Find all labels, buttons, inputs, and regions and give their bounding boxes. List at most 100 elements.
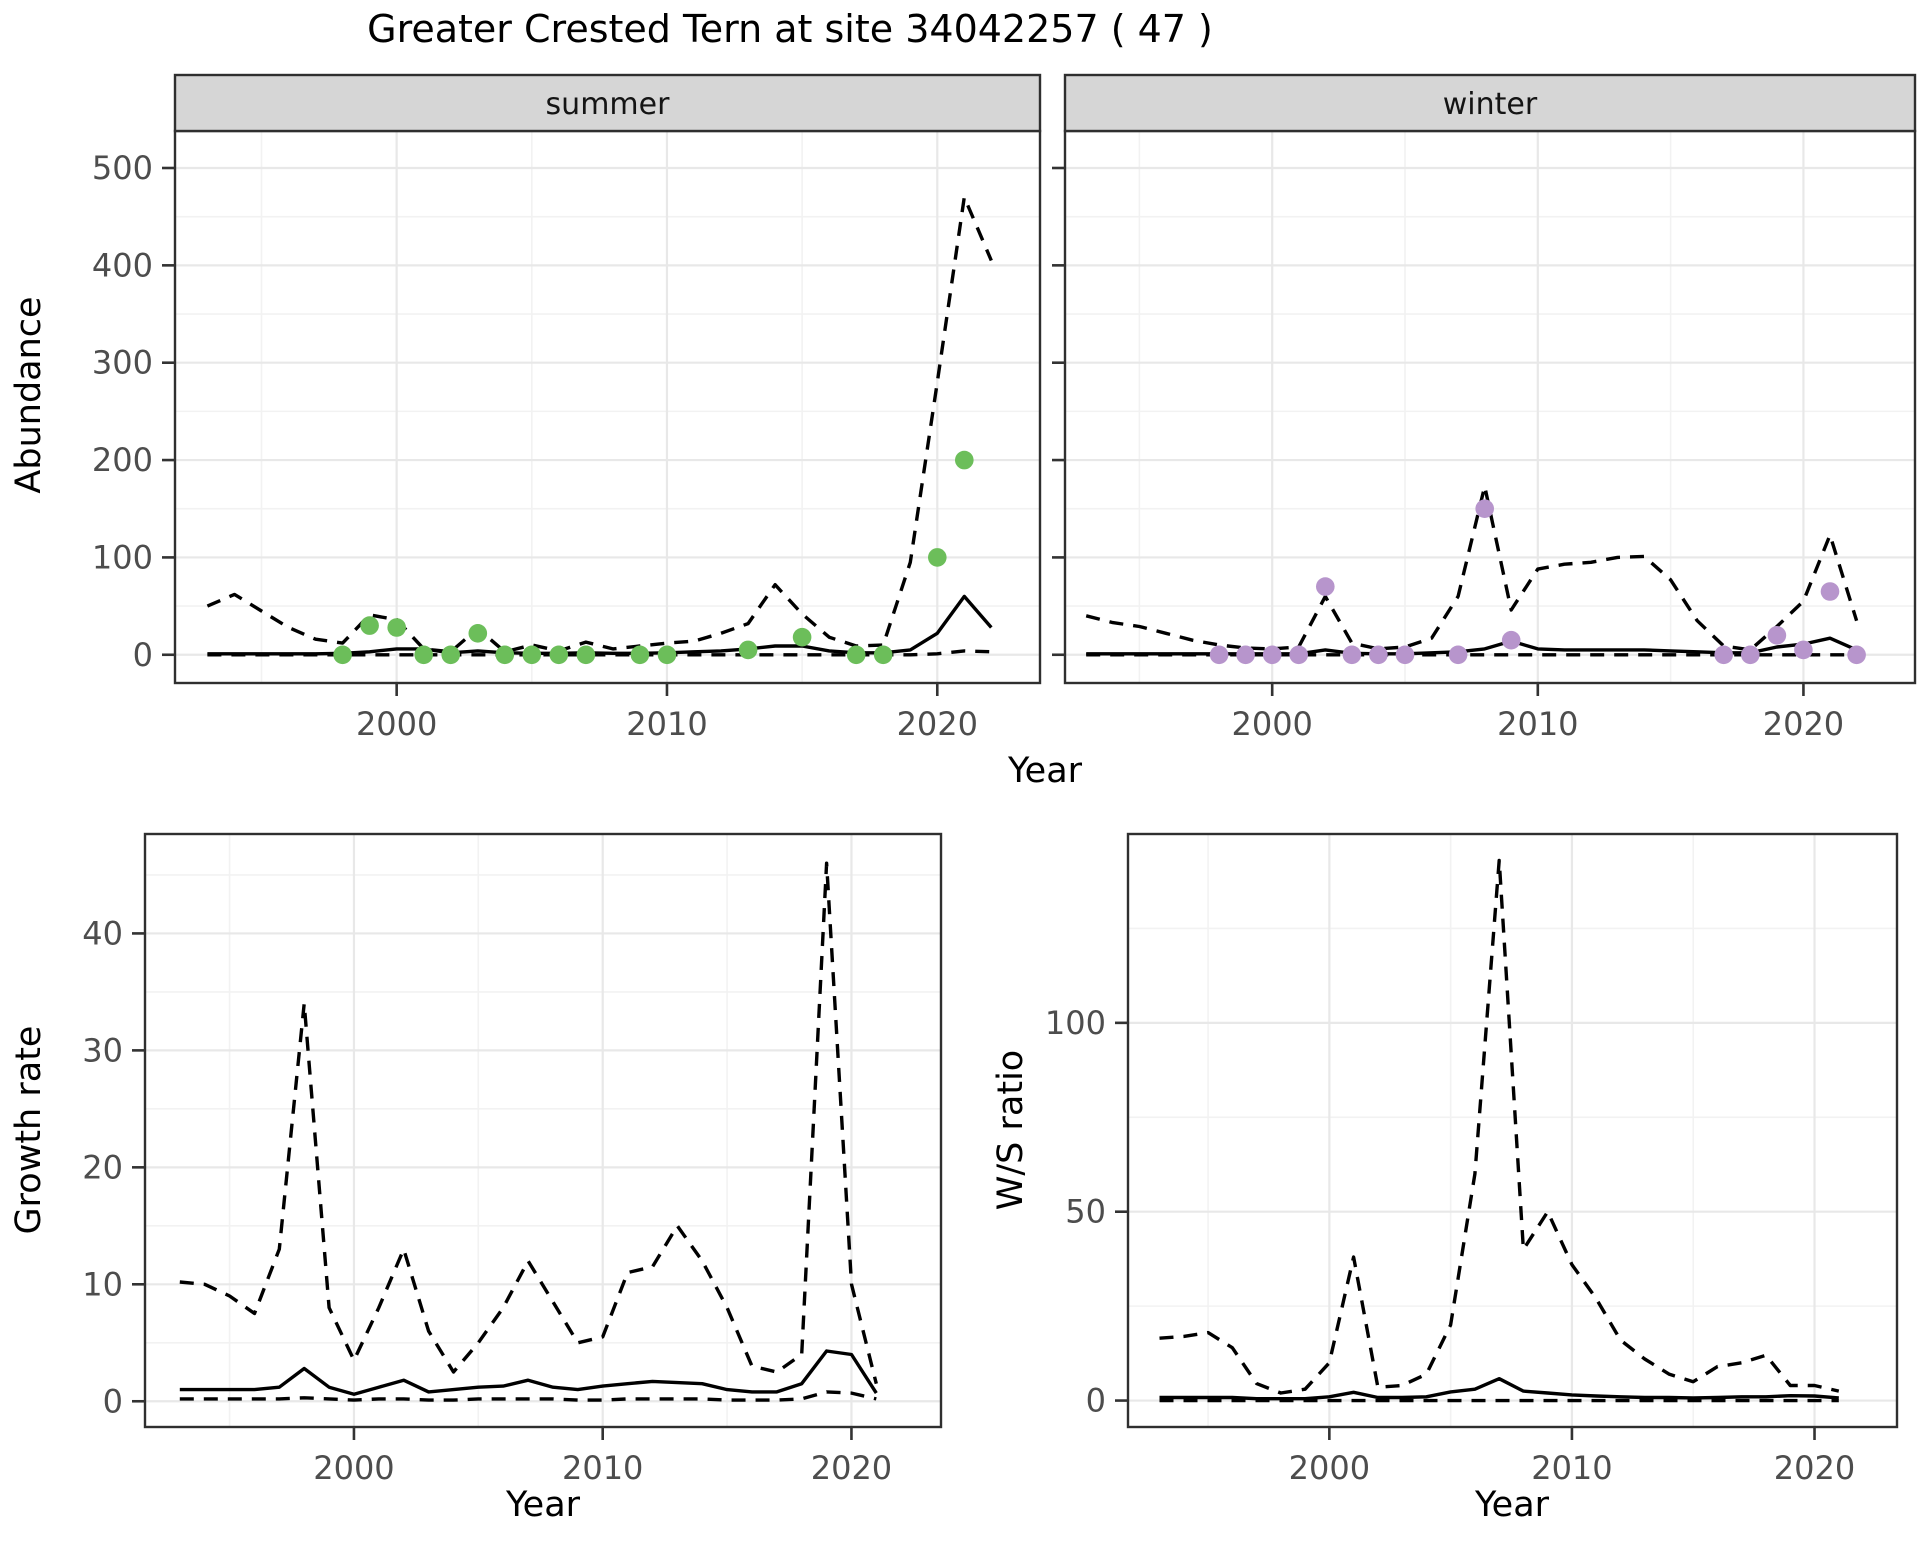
x-tick-label: 2020 <box>1774 1449 1855 1487</box>
y-axis-ticks: 0 100 200 300 400 500 <box>92 149 175 674</box>
y-tick-label: 0 <box>133 636 153 674</box>
plot-area-growth-rate <box>145 834 941 1427</box>
growth-rate-upper_ci-line <box>179 861 878 1385</box>
x-axis-label-bottom-right: Year <box>1474 1485 1550 1525</box>
observed-point <box>630 645 650 665</box>
observed-point <box>387 618 407 637</box>
observed-point <box>360 616 379 635</box>
observed-point <box>657 645 677 665</box>
x-tick-label: 2000 <box>313 1449 394 1487</box>
y-tick-label: 30 <box>82 1031 123 1069</box>
y-tick-label: 50 <box>1065 1193 1106 1231</box>
observed-point <box>1316 577 1335 596</box>
observed-point <box>1209 645 1229 665</box>
x-tick-label: 2020 <box>897 705 978 743</box>
y-axis-label-growth-rate: Growth rate <box>9 1026 49 1235</box>
plot-area-abundance-summer <box>175 131 1040 683</box>
facet-strip-label: winter <box>1443 87 1538 122</box>
observed-point <box>1794 640 1813 660</box>
observed-point <box>1289 645 1308 665</box>
observed-point <box>1714 645 1733 665</box>
y-tick-label: 500 <box>92 149 153 187</box>
observed-point <box>1475 499 1494 518</box>
series-group <box>1159 858 1840 1403</box>
grid-major <box>1065 131 1915 683</box>
observed-point <box>1262 645 1282 665</box>
abundance-summer-upper_ci-line <box>206 195 993 654</box>
y-tick-label: 200 <box>92 441 153 479</box>
abundance-winter-upper_ci-line <box>1085 484 1859 652</box>
plot-area-abundance-winter <box>1065 131 1915 683</box>
x-tick-label: 2000 <box>1289 1449 1370 1487</box>
facet-strip <box>173 73 1042 133</box>
x-tick-label: 2000 <box>356 705 437 743</box>
observed-point <box>955 450 974 470</box>
x-tick-label: 2010 <box>626 705 707 743</box>
observed-point <box>1820 582 1840 601</box>
x-tick-label: 2000 <box>1231 705 1312 743</box>
observed-point <box>576 645 596 665</box>
y-axis-ticks: 0 50 100 <box>1045 1004 1128 1420</box>
y-tick-label: 0 <box>1086 1382 1106 1420</box>
growth-rate-lower_ci-line <box>179 1390 877 1402</box>
observed-point <box>873 645 893 665</box>
grid-major <box>175 131 1040 683</box>
ws-ratio-upper_ci-line <box>1159 858 1840 1395</box>
y-axis-ticks <box>1052 166 1065 657</box>
plot-area-ws-ratio <box>1128 834 1897 1427</box>
abundance-summer-observed-points <box>333 450 974 665</box>
x-axis-ticks: 2000 2010 2020 <box>313 1427 892 1487</box>
x-axis-ticks: 2000 2010 2020 <box>1289 1427 1855 1487</box>
panel-ws-ratio: 2000 2010 2020 0 50 100 <box>1045 832 1899 1487</box>
y-tick-label: 10 <box>82 1265 123 1303</box>
y-tick-label: 100 <box>92 538 153 576</box>
observed-point <box>333 645 352 665</box>
y-tick-label: 100 <box>1045 1004 1106 1042</box>
observed-point <box>1741 645 1760 665</box>
observed-point <box>549 645 569 665</box>
panel-border <box>143 832 943 1429</box>
y-tick-label: 40 <box>82 914 123 952</box>
observed-point <box>846 645 866 665</box>
observed-point <box>1236 645 1255 665</box>
y-tick-label: 400 <box>92 246 153 284</box>
chart-title: Greater Crested Tern at site 34042257 ( … <box>367 7 1213 51</box>
panel-abundance-winter: winter 2000 2010 2020 <box>1052 73 1917 743</box>
observed-point <box>441 645 461 665</box>
panel-abundance-summer: summer 2000 2010 2020 0 100 200 300 400 500 <box>92 73 1042 743</box>
observed-point <box>522 645 542 665</box>
x-axis-ticks: 2000 2010 2020 <box>356 683 978 743</box>
observed-point <box>468 624 488 643</box>
y-axis-label-ws-ratio: W/S ratio <box>991 1050 1031 1210</box>
abundance-winter-observed-points <box>1209 499 1866 665</box>
y-tick-label: 300 <box>92 344 153 382</box>
observed-point <box>1767 626 1787 645</box>
observed-point <box>1448 645 1468 665</box>
panel-border <box>1126 832 1899 1429</box>
observed-point <box>414 645 434 665</box>
y-axis-ticks: 0 10 20 30 40 <box>82 914 145 1420</box>
observed-point <box>928 548 947 567</box>
grid-minor <box>1065 131 1915 683</box>
x-axis-label-top: Year <box>1007 751 1083 791</box>
x-axis-ticks: 2000 2010 2020 <box>1231 683 1844 743</box>
grid-minor <box>175 131 1040 683</box>
grid-minor <box>1128 834 1897 1427</box>
y-tick-label: 20 <box>82 1148 123 1186</box>
observed-point <box>792 627 812 647</box>
x-axis-label-bottom-left: Year <box>505 1485 581 1525</box>
observed-point <box>1395 645 1415 665</box>
y-axis-label-abundance: Abundance <box>9 296 49 493</box>
observed-point <box>1501 630 1521 650</box>
x-tick-label: 2020 <box>811 1449 892 1487</box>
x-tick-label: 2010 <box>562 1449 643 1487</box>
x-tick-label: 2010 <box>1531 1449 1612 1487</box>
growth-rate-mean-line <box>179 1349 878 1396</box>
observed-point <box>1369 645 1388 665</box>
x-tick-label: 2020 <box>1763 705 1844 743</box>
observed-point <box>1847 645 1866 665</box>
observed-point <box>495 645 515 665</box>
facet-strip <box>1063 73 1917 133</box>
